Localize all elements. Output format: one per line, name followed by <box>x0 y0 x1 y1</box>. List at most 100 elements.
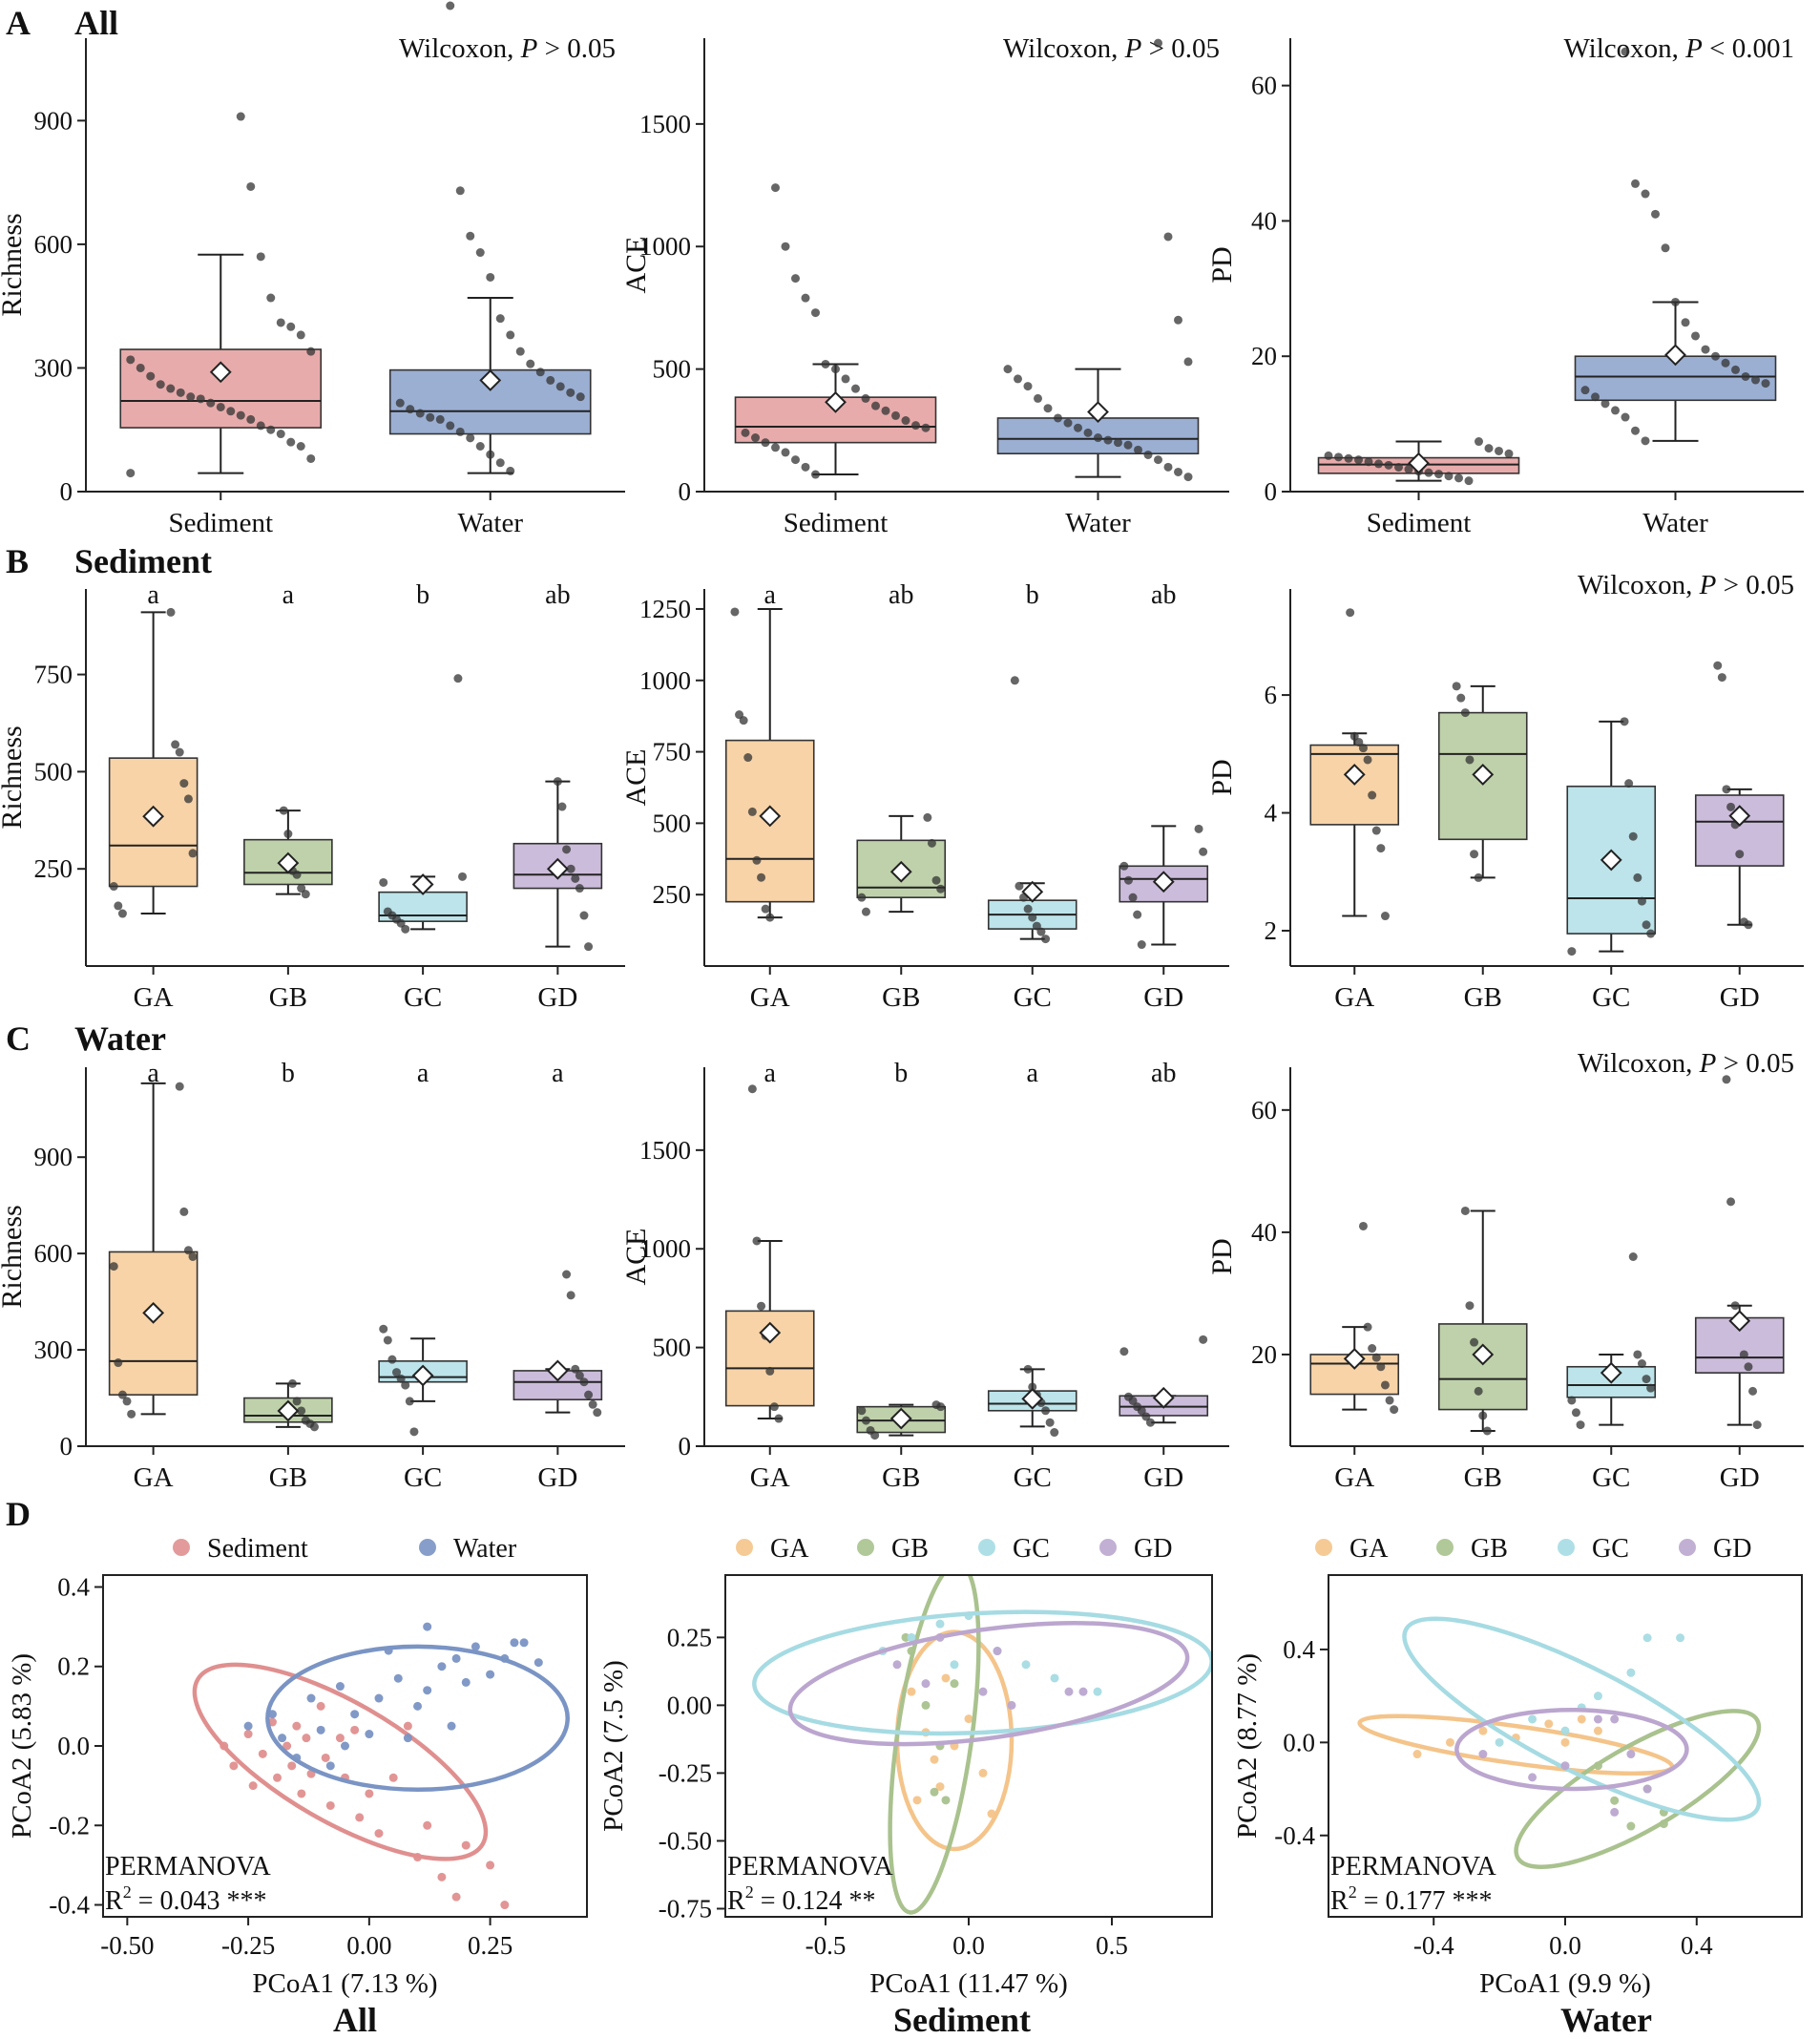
bottom-title: All <box>333 2001 377 2039</box>
data-point <box>761 904 770 914</box>
data-point <box>1380 912 1390 921</box>
sample-point-Sediment <box>302 1734 311 1743</box>
y-tick-label: 500 <box>34 757 73 786</box>
y-tick-label: 0.00 <box>667 1691 712 1719</box>
sample-point-Sediment <box>243 1730 253 1739</box>
data-point <box>1628 831 1638 841</box>
data-point <box>1651 209 1660 219</box>
data-point <box>861 393 870 403</box>
sample-point-Water <box>384 1646 393 1655</box>
box-group-GD: GD ab <box>1119 1059 1209 1493</box>
legend-marker-GC <box>978 1539 995 1556</box>
significance-letter: b <box>282 1059 295 1088</box>
data-point <box>292 1397 302 1406</box>
data-point <box>1358 744 1368 753</box>
data-point <box>1363 1322 1372 1332</box>
sample-point-GD <box>1642 1784 1652 1794</box>
sample-point-Water <box>306 1693 316 1703</box>
data-point <box>1023 904 1033 914</box>
sample-point-Sediment <box>258 1749 267 1758</box>
data-point <box>891 410 900 420</box>
y-axis-title: Richness <box>0 725 28 829</box>
wilcoxon-annotation: Wilcoxon, P > 0.05 <box>1003 33 1220 64</box>
data-point <box>901 416 910 426</box>
data-point <box>1744 1362 1753 1372</box>
sample-point-GC <box>964 1611 973 1621</box>
data-point <box>1761 379 1770 389</box>
data-point <box>117 909 127 918</box>
wilcoxon-annotation: Wilcoxon, P > 0.05 <box>1578 570 1794 600</box>
data-point <box>276 430 285 439</box>
sample-point-Sediment <box>413 1853 423 1862</box>
data-point <box>1032 921 1041 931</box>
data-point <box>383 1335 392 1345</box>
sample-point-Sediment <box>461 1840 471 1850</box>
legend-label: GB <box>891 1534 929 1564</box>
box-group-GA: GA a <box>724 580 815 1013</box>
data-point <box>286 437 296 447</box>
mean-marker <box>411 873 434 895</box>
data-point <box>455 427 465 436</box>
sample-point-Sediment <box>297 1789 306 1798</box>
data-point <box>446 1 455 11</box>
data-point <box>515 347 525 356</box>
data-point <box>1567 947 1577 956</box>
data-point <box>206 398 216 408</box>
data-point <box>126 469 136 478</box>
y-tick-label: 20 <box>1251 342 1277 370</box>
data-point <box>475 442 485 451</box>
box-group-GB: GB <box>1437 1206 1528 1493</box>
mean-marker <box>1152 1386 1175 1409</box>
sample-point-Sediment <box>287 1761 297 1771</box>
sample-point-GC <box>1050 1673 1059 1683</box>
y-tick-label: 40 <box>1251 1218 1277 1247</box>
sample-point-Water <box>403 1734 412 1743</box>
y-tick-label: 900 <box>34 1143 73 1171</box>
data-point <box>396 1374 406 1383</box>
sample-point-Sediment <box>437 1872 447 1881</box>
data-point <box>1711 351 1720 361</box>
mean-marker <box>1087 401 1109 423</box>
y-tick-label: 250 <box>34 854 73 883</box>
sample-point-Water <box>365 1730 374 1739</box>
sample-point-GC <box>950 1660 959 1670</box>
significance-letter: a <box>552 1059 564 1088</box>
data-point <box>287 1378 297 1388</box>
data-point <box>1576 1420 1585 1430</box>
y-tick-label: 1500 <box>639 1136 691 1165</box>
significance-letter: a <box>764 1059 777 1088</box>
x-tick-label: 0.00 <box>346 1931 391 1960</box>
legend-marker-GD <box>1679 1539 1696 1556</box>
wilcoxon-label: Wilcoxon, <box>1578 1048 1700 1079</box>
data-point <box>1631 179 1640 188</box>
data-point <box>466 433 475 443</box>
mean-marker <box>1664 344 1686 367</box>
data-point <box>1751 375 1760 385</box>
data-point <box>1691 331 1700 341</box>
data-point <box>1600 399 1610 409</box>
data-point <box>1571 1408 1580 1418</box>
data-point <box>1119 1347 1129 1356</box>
data-point <box>1374 459 1383 469</box>
sample-point-GA <box>941 1673 951 1683</box>
legend-label: GB <box>1471 1534 1508 1564</box>
data-point <box>122 1397 132 1406</box>
y-tick-label: 0.25 <box>667 1623 712 1651</box>
data-point <box>283 830 293 839</box>
data-point <box>266 425 276 434</box>
data-point <box>296 442 305 451</box>
sample-point-Water <box>423 1622 432 1631</box>
x-category-label: GA <box>750 1462 790 1493</box>
box-group-Water: Water <box>1574 47 1777 538</box>
sample-point-GA <box>1560 1737 1570 1747</box>
sample-point-Sediment <box>374 1829 384 1839</box>
data-point <box>851 384 860 393</box>
legend-label: GD <box>1134 1534 1172 1564</box>
data-point <box>276 318 285 327</box>
box-group-GA: GA <box>1309 1221 1400 1493</box>
sample-point-GD <box>993 1647 1002 1656</box>
wilcoxon-annotation: Wilcoxon, P > 0.05 <box>399 33 616 64</box>
sample-point-Water <box>413 1701 423 1711</box>
y-tick-label: 500 <box>653 809 692 837</box>
y-tick-label: 0.4 <box>57 1572 90 1601</box>
